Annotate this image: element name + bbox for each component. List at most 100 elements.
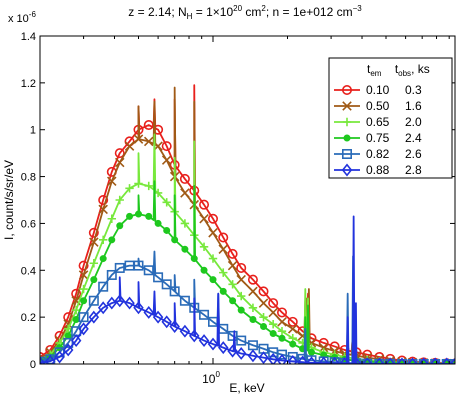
data-point: [124, 296, 135, 310]
data-point: [179, 324, 191, 338]
data-point: [40, 356, 46, 364]
data-point: [227, 248, 238, 259]
legend-t-em: 0.88: [366, 163, 390, 177]
data-point: [384, 357, 396, 364]
data-point: [169, 286, 180, 297]
data-point: [199, 199, 210, 210]
data-point: [97, 301, 109, 315]
data-point: [79, 284, 88, 294]
y-tick-label: 1.2: [21, 78, 36, 90]
data-point: [179, 295, 190, 306]
data-point: [189, 329, 200, 343]
data-point: [329, 356, 340, 364]
data-point: [227, 260, 238, 271]
plot-area-frame: [39, 35, 456, 365]
data-point: [106, 296, 118, 310]
data-point: [449, 357, 455, 364]
legend-t-em: 0.50: [366, 99, 390, 113]
data-point: [277, 317, 287, 327]
data-point: [98, 204, 108, 215]
data-point: [247, 274, 258, 285]
legend: tem tobs, ks 0.10 0.3 0.50 1.6 0.65 2.0 0.75 2.…: [328, 57, 453, 179]
data-point: [162, 198, 171, 207]
data-point: [161, 315, 172, 329]
data-point: [70, 334, 82, 348]
data-point: [124, 141, 135, 151]
data-point: [200, 266, 208, 274]
x-axis-label: E, keV: [229, 381, 264, 395]
data-point: [237, 291, 246, 301]
legend-t-obs: 2.0: [405, 115, 422, 129]
data-point: [218, 341, 229, 355]
data-point: [163, 226, 171, 234]
data-point: [236, 335, 247, 346]
data-point: [208, 228, 218, 238]
y-tick-label: 0.6: [21, 218, 36, 230]
data-point: [198, 334, 210, 348]
data-point: [180, 219, 190, 228]
data-point: [306, 356, 317, 364]
x-tick-label: 100: [202, 370, 220, 386]
data-point: [276, 307, 287, 318]
data-point: [154, 219, 162, 227]
legend-entries: 0.10 0.3 0.50 1.6 0.65 2.0 0.75 2.4 0.82 2.6 0.88 2…: [334, 83, 422, 177]
legend-t-obs: 0.3: [405, 83, 422, 97]
data-point: [208, 254, 218, 263]
data-point: [289, 340, 297, 348]
y-tick-label: 0.8: [21, 172, 36, 184]
data-point: [219, 287, 227, 295]
data-point: [181, 245, 189, 253]
data-point: [276, 354, 288, 364]
legend-entry: 0.88 2.8: [334, 163, 422, 177]
data-point: [133, 301, 144, 315]
data-point: [228, 280, 237, 289]
data-point: [107, 214, 116, 223]
data-point: [114, 262, 125, 273]
data-point: [54, 350, 65, 364]
data-point: [287, 316, 298, 327]
data-point: [78, 322, 89, 336]
data-point: [208, 213, 219, 224]
data-point: [72, 315, 80, 323]
data-point: [268, 319, 278, 329]
data-point: [450, 359, 455, 364]
data-point: [209, 276, 217, 284]
y-multiplier: x 10-6: [8, 10, 36, 25]
data-point: [98, 195, 109, 206]
data-point: [190, 255, 198, 263]
data-point: [134, 210, 142, 218]
data-point: [107, 176, 117, 187]
data-point: [258, 286, 269, 297]
y-tick-label: 0: [30, 359, 36, 371]
data-point: [145, 212, 153, 220]
legend-marker: [341, 85, 352, 96]
legend-entry: 0.65 2.0: [334, 115, 422, 129]
data-point: [259, 312, 268, 322]
data-point: [374, 357, 385, 364]
data-point: [114, 157, 125, 168]
data-point: [114, 148, 125, 159]
data-point: [78, 270, 89, 280]
series-layer: [40, 84, 455, 364]
data-point: [227, 344, 238, 358]
data-point: [362, 357, 373, 364]
data-point: [248, 286, 258, 297]
data-point: [78, 312, 89, 323]
data-point: [277, 327, 287, 336]
data-point: [62, 343, 74, 357]
data-point: [269, 330, 277, 338]
legend-t-obs: 2.4: [405, 131, 422, 145]
data-point: [307, 348, 315, 356]
data-point: [80, 297, 88, 305]
y-axis-label: I, count/s/sr/eV: [2, 160, 16, 240]
data-point: [63, 337, 74, 348]
data-point: [199, 213, 209, 224]
data-point: [90, 276, 98, 284]
data-point: [89, 259, 99, 268]
legend-marker: [341, 149, 352, 160]
data-point: [108, 236, 116, 244]
data-point: [258, 351, 269, 364]
legend-marker: [343, 134, 351, 142]
data-point: [152, 310, 164, 324]
